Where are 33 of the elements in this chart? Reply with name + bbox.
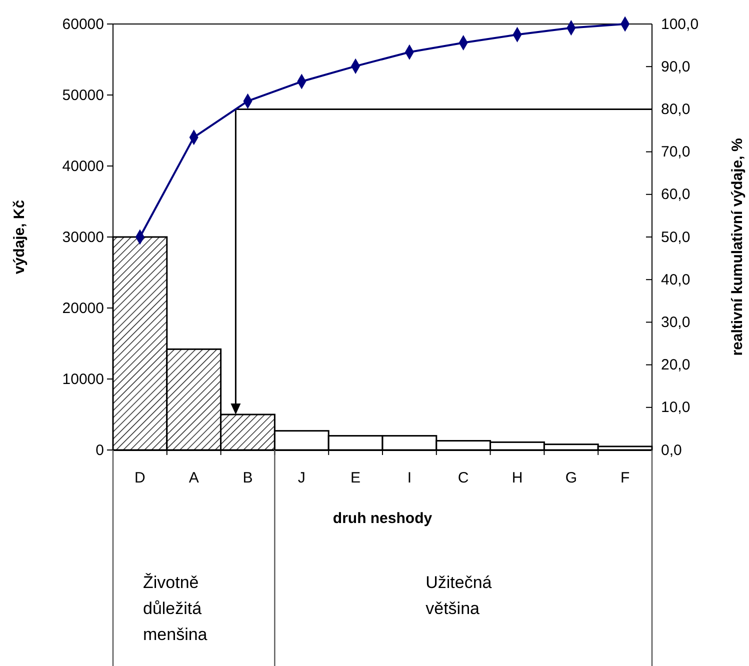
y2-tick-label: 70,0	[661, 144, 690, 161]
y2-tick-label: 90,0	[661, 58, 690, 76]
y-tick-label: 30000	[62, 228, 104, 246]
y-tick-label: 40000	[62, 158, 104, 175]
y-tick-label: 0	[96, 442, 104, 459]
x-tick-label: C	[458, 470, 469, 487]
y-tick-label: 60000	[62, 16, 104, 33]
x-tick-label: H	[512, 470, 523, 487]
x-tick-label: D	[134, 470, 146, 487]
x-tick-label: A	[188, 470, 199, 487]
x-tick-label: B	[242, 470, 253, 487]
y2-tick-label: 10,0	[661, 399, 690, 416]
y-tick-label: 50000	[62, 86, 104, 104]
x-tick-label: F	[620, 470, 630, 487]
y2-tick-label: 50,0	[661, 228, 690, 246]
x-tick-label: I	[407, 470, 412, 487]
y2-tick-label: 30,0	[661, 314, 690, 331]
y2-tick-label: 0,0	[661, 442, 682, 459]
y-axis-title: výdaje, Kč	[11, 200, 28, 274]
y2-tick-label: 100,0	[661, 16, 699, 33]
y-tick-label: 20000	[62, 300, 104, 317]
y-tick-label: 10000	[62, 370, 104, 388]
text: Užitečná většina	[426, 573, 492, 618]
text: Životně důležitá menšina	[143, 573, 208, 644]
y2-tick-label: 60,0	[661, 186, 690, 204]
y2-tick-label: 40,0	[661, 271, 690, 288]
y2-tick-label: 80,0	[661, 101, 690, 118]
y2-tick-label: 20,0	[661, 356, 690, 374]
y2-axis-title: realtivní kumulativní výdaje, %	[729, 138, 746, 356]
x-axis-title: druh neshody	[332, 510, 433, 527]
x-tick-label: J	[298, 470, 306, 487]
x-tick-label: E	[350, 470, 361, 487]
x-tick-label: G	[565, 470, 577, 487]
